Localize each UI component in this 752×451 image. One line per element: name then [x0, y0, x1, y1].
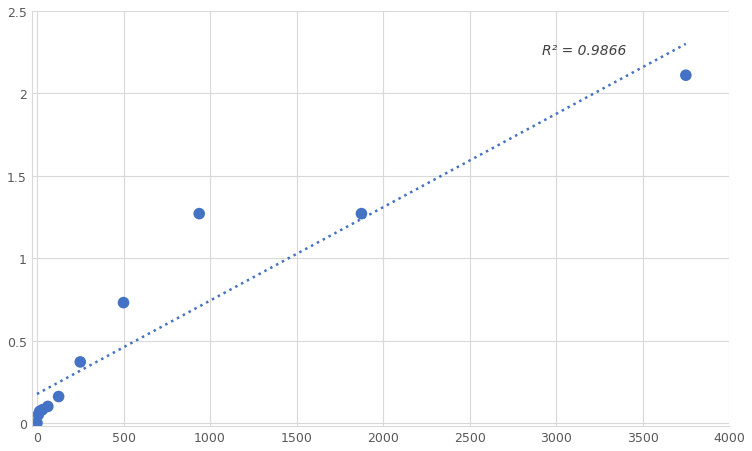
Point: [680, 73, 692, 80]
Text: R² = 0.9866: R² = 0.9866: [542, 44, 626, 58]
Point: [356, 211, 368, 218]
Point: [31, 419, 43, 427]
Point: [32, 411, 44, 419]
Point: [117, 299, 129, 307]
Point: [53, 393, 65, 400]
Point: [74, 359, 86, 366]
Point: [34, 408, 46, 415]
Point: [193, 211, 205, 218]
Point: [36, 406, 48, 414]
Point: [42, 403, 54, 410]
